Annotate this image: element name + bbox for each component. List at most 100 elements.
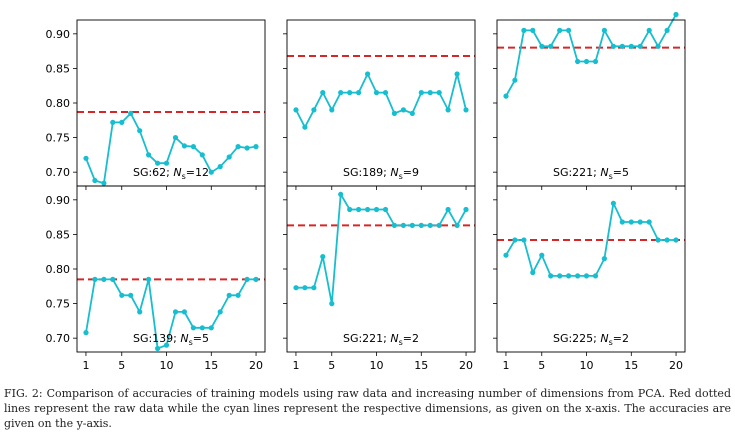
- data-point: [181, 309, 187, 315]
- x-tick-label: 10: [370, 359, 384, 372]
- subplot-2: SG:189; Ns=9: [283, 19, 476, 190]
- y-tick-label: 0.75: [46, 132, 71, 145]
- x-tick-label: 1: [502, 359, 509, 372]
- y-tick-label: 0.75: [46, 298, 71, 311]
- data-point: [128, 292, 134, 298]
- data-point: [382, 206, 389, 213]
- x-tick-label: 20: [459, 359, 473, 372]
- data-point: [347, 90, 353, 96]
- subplot-frame: [286, 185, 476, 353]
- data-point: [436, 90, 442, 96]
- data-point: [566, 273, 572, 279]
- data-point: [512, 77, 518, 83]
- data-point: [655, 43, 661, 49]
- data-point: [320, 90, 326, 96]
- data-point: [128, 110, 134, 116]
- x-tick-label: 1: [82, 359, 89, 372]
- data-point: [356, 206, 362, 213]
- data-point: [646, 219, 652, 225]
- x-tick-label: 10: [160, 359, 174, 372]
- subplot-frame: [496, 185, 686, 353]
- data-point: [391, 222, 397, 228]
- data-point: [347, 206, 353, 213]
- data-point: [338, 90, 344, 96]
- data-point: [557, 273, 563, 279]
- data-point: [391, 110, 397, 116]
- data-point: [329, 301, 335, 307]
- x-tick-label: 5: [328, 359, 335, 372]
- data-point: [575, 273, 581, 279]
- data-point: [199, 325, 205, 331]
- data-point: [548, 273, 554, 279]
- data-point: [637, 43, 643, 49]
- data-point: [101, 180, 107, 186]
- data-point: [137, 309, 143, 315]
- subplot-3: SG:221; Ns=5: [493, 11, 686, 190]
- y-tick-label: 0.85: [46, 228, 71, 241]
- data-point: [646, 27, 652, 33]
- data-point: [619, 43, 625, 49]
- data-point: [302, 285, 308, 291]
- data-point: [172, 309, 179, 315]
- data-point: [592, 273, 599, 279]
- data-point: [199, 152, 205, 158]
- data-point: [628, 43, 634, 49]
- data-point: [610, 43, 617, 49]
- data-point: [548, 43, 554, 49]
- data-point: [463, 107, 469, 113]
- data-point: [418, 222, 424, 228]
- data-point: [92, 177, 98, 184]
- subplot-1: 0.70 0.75 0.80 0.85 0.90 SG:62; Ns=12: [46, 19, 266, 190]
- data-point: [329, 107, 335, 113]
- data-point: [235, 292, 241, 298]
- x-tick-label: 1: [292, 359, 299, 372]
- subplot-annotation: SG:139; Ns=5: [133, 332, 209, 347]
- data-point: [92, 276, 98, 282]
- data-point: [445, 107, 451, 113]
- data-point: [575, 58, 581, 65]
- data-point: [338, 191, 344, 197]
- data-point: [226, 154, 232, 160]
- data-point: [637, 219, 643, 225]
- data-point: [583, 273, 590, 279]
- data-point: [208, 169, 214, 175]
- x-tick-label: 10: [580, 359, 594, 372]
- figure-grid: 0.70 0.75 0.80 0.85 0.90 SG:62; Ns=12 SG:189; …: [46, 11, 686, 372]
- data-point: [83, 330, 89, 336]
- x-tick-label: 15: [624, 359, 638, 372]
- data-point: [592, 58, 599, 65]
- data-point: [163, 160, 170, 166]
- x-tick-label: 15: [414, 359, 428, 372]
- data-point: [673, 11, 679, 18]
- data-point: [382, 90, 389, 96]
- y-tick-label: 0.90: [46, 28, 71, 41]
- data-point: [521, 27, 527, 33]
- data-point: [409, 222, 415, 228]
- data-point: [146, 152, 152, 158]
- subplot-annotation: SG:62; Ns=12: [133, 166, 209, 181]
- data-point: [146, 276, 152, 282]
- data-point: [409, 110, 415, 116]
- data-point: [664, 27, 670, 33]
- data-point: [530, 269, 536, 276]
- x-tick-label: 15: [204, 359, 218, 372]
- data-point: [235, 144, 241, 150]
- data-point: [445, 206, 451, 213]
- data-point: [400, 222, 406, 228]
- data-point: [356, 90, 362, 96]
- figure-caption: FIG. 2: Comparison of accuracies of trai…: [4, 387, 731, 430]
- data-point: [181, 143, 187, 149]
- y-tick-label: 0.80: [46, 263, 71, 276]
- data-point: [311, 107, 317, 113]
- data-point: [427, 222, 433, 228]
- data-point: [101, 276, 107, 282]
- data-point: [512, 237, 518, 243]
- data-point: [673, 237, 679, 243]
- pca-accuracy-line: [296, 191, 467, 304]
- data-point: [619, 219, 625, 225]
- data-point: [253, 144, 259, 150]
- pca-accuracy-line: [85, 278, 256, 350]
